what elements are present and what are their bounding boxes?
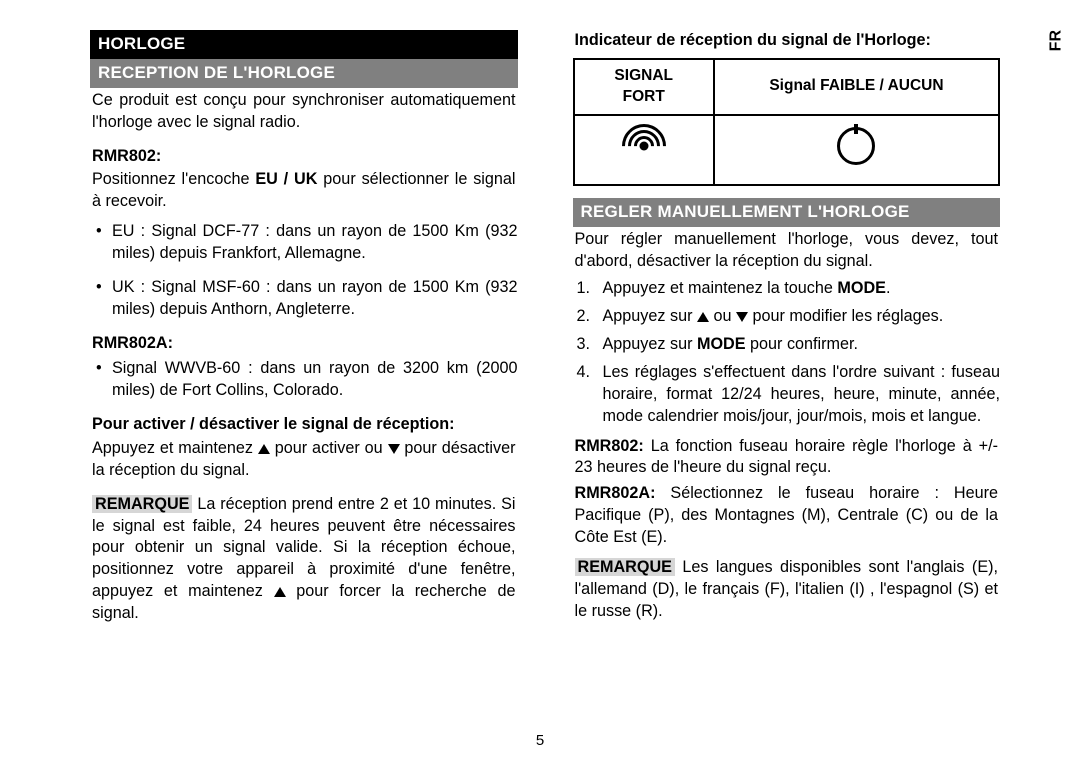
model-rmr802a-label: RMR802A: <box>90 333 518 355</box>
signal-indicator-table: SIGNAL FORT Signal FAIBLE / AUCUN <box>573 58 1001 186</box>
s1b: MODE <box>837 279 886 297</box>
right-column: Indicateur de réception du signal de l'H… <box>573 30 1001 700</box>
section-header-horloge: HORLOGE <box>90 30 518 59</box>
th-weak: Signal FAIBLE / AUCUN <box>714 59 999 115</box>
remark-block-left: REMARQUE La réception prend entre 2 et 1… <box>90 494 518 625</box>
indicator-heading: Indicateur de réception du signal de l'H… <box>573 30 1001 52</box>
intro-text: Ce produit est conçu pour synchroniser a… <box>90 90 518 134</box>
s3b: MODE <box>697 335 746 353</box>
bullet-wwvb: Signal WWVB-60 : dans un rayon de 3200 k… <box>90 358 518 402</box>
rmr802a-tz-note: RMR802A: Sélectionnez le fuseau horaire … <box>573 483 1001 549</box>
section-header-manual: REGLER MANUELLEMENT L'HORLOGE <box>573 198 1001 227</box>
manual-page: FR HORLOGE RECEPTION DE L'HORLOGE Ce pro… <box>0 0 1080 761</box>
strong-l2: FORT <box>623 88 665 105</box>
s2b: ou <box>709 307 736 325</box>
s2c: pour modifier les réglages. <box>748 307 943 325</box>
two-column-layout: HORLOGE RECEPTION DE L'HORLOGE Ce produi… <box>90 30 1000 700</box>
cell-weak-icon <box>714 115 999 185</box>
at2: pour activer ou <box>270 439 388 457</box>
strong-l1: SIGNAL <box>614 67 673 84</box>
activate-heading: Pour activer / désactiver le signal de r… <box>90 414 518 436</box>
at1: Appuyez et maintenez <box>92 439 258 457</box>
s3a: Appuyez sur <box>603 335 697 353</box>
s1a: Appuyez et maintenez la touche <box>603 279 838 297</box>
signal-strong-icon <box>622 124 666 168</box>
m802-label: RMR802: <box>575 437 644 455</box>
signal-weak-icon <box>834 124 878 168</box>
signal-list-rmr802: EU : Signal DCF-77 : dans un rayon de 15… <box>90 221 518 320</box>
th-strong: SIGNAL FORT <box>574 59 714 115</box>
m802a-label: RMR802A: <box>575 484 656 502</box>
triangle-up-icon <box>697 312 709 322</box>
rmr802-slot-text: Positionnez l'encoche EU / UK pour sélec… <box>90 169 518 213</box>
step-4: Les réglages s'effectuent dans l'ordre s… <box>573 362 1001 428</box>
step-1: Appuyez et maintenez la touche MODE. <box>573 278 1001 300</box>
cell-strong-icon <box>574 115 714 185</box>
s1c: . <box>886 279 891 297</box>
step-3: Appuyez sur MODE pour confirmer. <box>573 334 1001 356</box>
rmr802-tz-note: RMR802: La fonction fuseau horaire règle… <box>573 436 1001 480</box>
triangle-down-icon <box>736 312 748 322</box>
section-header-reception: RECEPTION DE L'HORLOGE <box>90 59 518 88</box>
page-number: 5 <box>0 731 1080 751</box>
triangle-up-icon <box>274 587 286 597</box>
bullet-uk: UK : Signal MSF-60 : dans un rayon de 15… <box>90 277 518 321</box>
bullet-eu: EU : Signal DCF-77 : dans un rayon de 15… <box>90 221 518 265</box>
eu-uk-bold: EU / UK <box>255 170 317 188</box>
signal-list-rmr802a: Signal WWVB-60 : dans un rayon de 3200 k… <box>90 358 518 402</box>
t1: Positionnez l'encoche <box>92 170 255 188</box>
left-column: HORLOGE RECEPTION DE L'HORLOGE Ce produi… <box>90 30 518 700</box>
manual-steps: Appuyez et maintenez la touche MODE. App… <box>573 278 1001 427</box>
model-rmr802-label: RMR802: <box>90 146 518 168</box>
language-tab: FR <box>1045 30 1067 51</box>
triangle-up-icon <box>258 444 270 454</box>
s3c: pour confirmer. <box>746 335 858 353</box>
activate-text: Appuyez et maintenez pour activer ou pou… <box>90 438 518 482</box>
triangle-down-icon <box>388 444 400 454</box>
s2a: Appuyez sur <box>603 307 697 325</box>
step-2: Appuyez sur ou pour modifier les réglage… <box>573 306 1001 328</box>
remark-tag: REMARQUE <box>92 495 192 513</box>
remark-tag: REMARQUE <box>575 558 675 576</box>
remark-block-right: REMARQUE Les langues disponibles sont l'… <box>573 557 1001 623</box>
manual-intro: Pour régler manuellement l'horloge, vous… <box>573 229 1001 273</box>
